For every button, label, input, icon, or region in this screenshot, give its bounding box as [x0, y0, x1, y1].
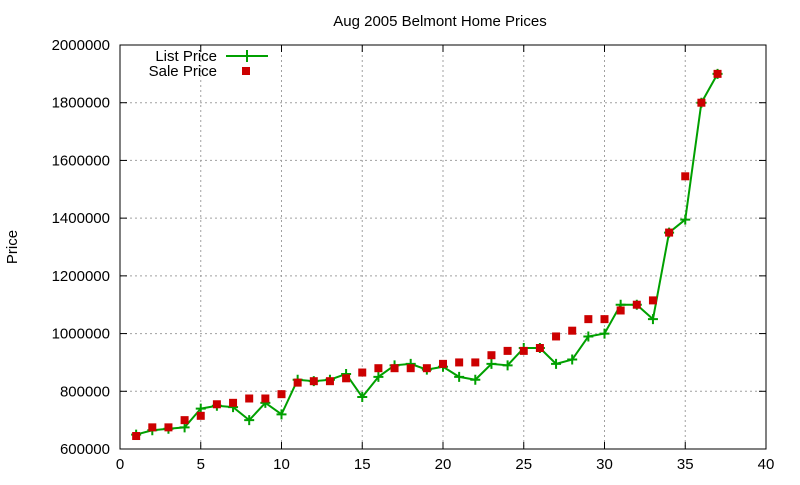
data-point-square [196, 411, 205, 420]
data-point-plus [486, 358, 497, 369]
data-point-square [180, 416, 189, 425]
x-tick-label: 5 [197, 456, 205, 473]
y-tick-label: 1800000 [52, 95, 110, 112]
data-point-square [535, 344, 544, 352]
data-point-plus [583, 331, 594, 342]
data-point-square [212, 400, 221, 409]
data-point-plus [599, 328, 610, 339]
data-point-square [487, 351, 496, 360]
chart-title: Aug 2005 Belmont Home Prices [333, 13, 546, 30]
data-point-plus [567, 354, 578, 365]
data-point-square [374, 364, 383, 373]
data-point-plus [680, 214, 691, 225]
data-point-square [164, 423, 173, 432]
data-point-square [293, 378, 302, 387]
data-point-square [455, 358, 464, 367]
data-point-square [229, 398, 238, 407]
legend-marker-sale-price [242, 67, 250, 75]
data-point-square [568, 326, 577, 335]
data-point-square [713, 69, 722, 78]
data-point-square [325, 377, 334, 386]
data-point-square [665, 228, 674, 237]
legend: List Price Sale Price [149, 48, 268, 80]
data-point-square [503, 346, 512, 355]
x-tick-label: 35 [677, 456, 694, 473]
legend-label-sale-price: Sale Price [149, 63, 217, 80]
series-layer [131, 68, 723, 441]
data-point-square [697, 98, 706, 107]
x-tick-label: 20 [435, 456, 452, 473]
data-point-square [261, 394, 270, 403]
data-point-square [132, 432, 141, 441]
data-point-plus [551, 358, 562, 369]
data-point-square [406, 364, 415, 373]
data-point-square [616, 306, 625, 315]
y-tick-label: 1600000 [52, 152, 110, 169]
data-point-square [309, 377, 318, 386]
data-point-plus [357, 392, 368, 403]
x-tick-label: 10 [273, 456, 290, 473]
data-point-square [358, 368, 367, 377]
y-tick-label: 1400000 [52, 210, 110, 227]
data-point-square [342, 374, 351, 383]
data-point-plus [647, 314, 658, 325]
y-tick-label: 800000 [60, 383, 110, 400]
data-point-square [390, 364, 399, 373]
data-point-square [600, 315, 609, 324]
y-tick-label: 1200000 [52, 268, 110, 285]
legend-label-list-price: List Price [155, 48, 217, 65]
axes: 0 5 10 15 20 25 30 35 40 600000 800000 1000000 12000… [52, 37, 775, 473]
data-point-plus [502, 360, 513, 371]
data-point-square [632, 300, 641, 309]
y-tick-label: 600000 [60, 441, 110, 458]
grid-lines [120, 45, 766, 449]
data-point-square [471, 358, 480, 367]
data-point-square [277, 390, 286, 399]
data-point-square [439, 359, 447, 368]
data-point-square [584, 315, 593, 324]
x-tick-label: 30 [596, 456, 613, 473]
data-point-square [148, 423, 157, 432]
y-axis-label: Price [4, 230, 21, 264]
y-tick-label: 1000000 [52, 326, 110, 343]
x-tick-label: 0 [116, 456, 124, 473]
series-0 [131, 68, 723, 440]
data-point-plus [373, 371, 384, 382]
data-point-square [681, 172, 690, 181]
y-tick-label: 2000000 [52, 37, 110, 54]
data-point-plus [454, 371, 465, 382]
x-tick-label: 25 [515, 456, 532, 473]
data-point-square [519, 346, 528, 355]
series-1 [132, 69, 722, 441]
data-point-plus [470, 374, 481, 385]
data-point-square [648, 296, 657, 305]
data-point-plus [276, 409, 287, 420]
data-point-square [245, 394, 254, 403]
legend-marker-list-price [241, 50, 253, 62]
data-point-plus [244, 415, 255, 426]
x-tick-label: 40 [758, 456, 775, 473]
data-point-square [552, 332, 561, 341]
data-point-square [422, 364, 431, 373]
series-line [135, 73, 719, 436]
x-tick-label: 15 [354, 456, 371, 473]
